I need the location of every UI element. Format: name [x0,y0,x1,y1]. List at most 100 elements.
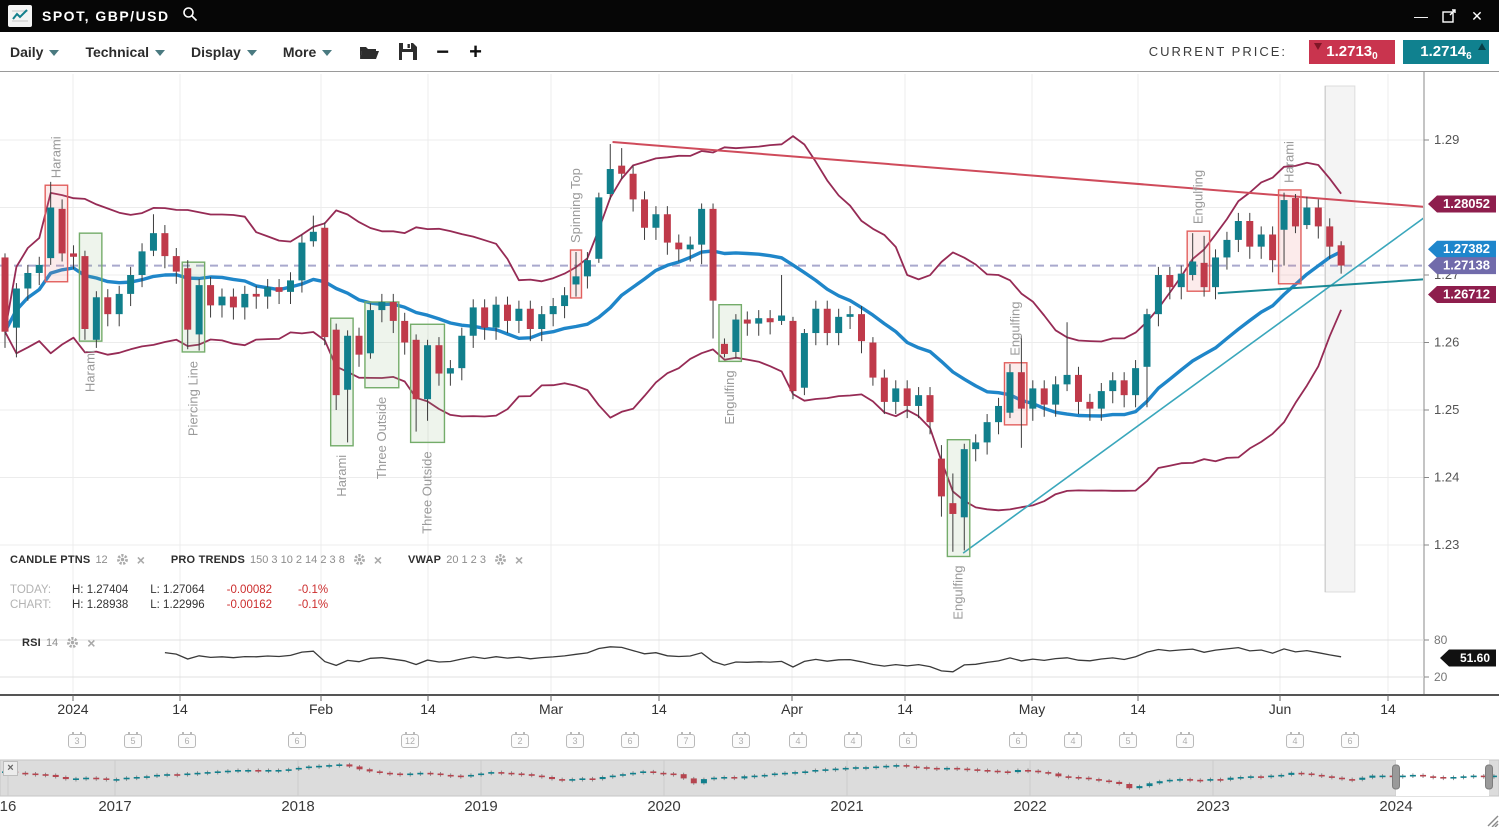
calendar-event-icon[interactable]: 6 [178,732,196,748]
calendar-event-icon[interactable]: 5 [124,732,142,748]
calendar-event-icon[interactable]: 6 [288,732,306,748]
candle-body [1029,388,1037,409]
open-folder-icon[interactable] [358,43,380,61]
candle-body [880,377,888,402]
menu-more[interactable]: More [283,44,333,60]
close-icon[interactable]: ✕ [1471,7,1483,24]
pattern-label: Harami [48,136,63,178]
minimap-year-label: 2018 [281,798,315,815]
candle-body [70,253,78,257]
minimap-bar [1328,776,1335,778]
rsi-label: RSI [22,636,41,649]
calendar-event-icon[interactable]: 3 [732,732,750,748]
save-icon[interactable] [398,42,418,61]
calendar-event-icon[interactable]: 6 [1009,732,1027,748]
resize-grip[interactable] [1491,820,1499,827]
minimap-bar [427,772,434,775]
stats-today-row: TODAY: H: 1.27404 L: 1.27064 -0.00082 -0… [10,582,354,597]
arrow-down-icon [1314,42,1322,50]
menu-technical[interactable]: Technical [85,44,166,60]
gear-icon[interactable] [353,553,366,566]
calendar-event-icon[interactable]: 6 [899,732,917,748]
minimap-bar [1359,777,1366,780]
calendar-event-icon[interactable]: 4 [1286,732,1304,748]
calendar-event-icon[interactable]: 2 [511,732,529,748]
minimap-bar [488,772,495,774]
legend-candle-patterns-name: CANDLE PTNS [10,553,91,566]
resize-grip[interactable] [1487,815,1499,827]
minimap-bar [538,775,545,778]
close-icon[interactable]: × [87,634,96,651]
calendar-event-icon[interactable]: 3 [566,732,584,748]
pattern-label: Three Outside [374,397,389,479]
menu-daily[interactable]: Daily [10,44,60,60]
zoom-in-button[interactable]: + [469,38,482,64]
minimap-bar [1116,781,1123,784]
candle-body [720,343,728,354]
stats-today-change: -0.00082 [226,583,273,596]
price-marker-badge [1428,240,1496,258]
minimize-button[interactable]: — [1414,8,1428,24]
trendline-support-steep[interactable] [962,215,1428,554]
minimap-bar [204,772,211,774]
gear-icon[interactable] [66,636,79,649]
candle-body [195,285,203,335]
candle-body [435,345,443,374]
date-tick-label: 14 [1380,701,1396,717]
minimap-bar [113,779,120,781]
close-icon[interactable]: × [136,551,145,568]
calendar-event-icon[interactable]: 6 [1341,732,1359,748]
close-icon[interactable]: × [373,551,382,568]
menu-display[interactable]: Display [191,44,257,60]
trendline-support-flat[interactable] [1217,278,1428,295]
calendar-event-icon[interactable]: 4 [844,732,862,748]
candle-body [1337,245,1345,266]
candle-body [709,208,717,301]
candle-body [344,335,352,390]
calendar-event-icon[interactable]: 3 [68,732,86,748]
search-icon[interactable] [182,6,198,27]
vwap-line [3,249,1342,418]
stats-chart-high: H: 1.28938 [72,598,129,611]
calendar-event-icon[interactable]: 4 [1176,732,1194,748]
popout-button[interactable] [1435,4,1463,28]
minimap-bar [316,765,323,768]
minimap-bar [62,777,69,780]
candle-body [389,302,397,321]
calendar-event-icon[interactable]: 5 [1119,732,1137,748]
zoom-out-button[interactable]: − [436,38,450,64]
candle-body [606,169,614,194]
minimap-bar [1409,774,1416,777]
calendar-event-icon[interactable]: 12 [401,732,419,748]
calendar-event-icon[interactable]: 4 [1064,732,1082,748]
minimap-close-button[interactable]: × [3,761,18,776]
calendar-event-icon[interactable]: 7 [677,732,695,748]
price-tick-label: 1.26 [1434,335,1459,350]
minimap-bar [650,771,657,773]
minimap-background[interactable] [0,759,1499,797]
minimap-drag-handle[interactable] [1485,764,1493,790]
calendar-event-icon[interactable]: 4 [789,732,807,748]
candle-body [127,275,135,294]
legend-candle-patterns: CANDLE PTNS 12 × [10,551,145,568]
calendar-event-icon[interactable]: 6 [621,732,639,748]
trendline-resistance[interactable] [612,141,1425,208]
date-tick-label: 14 [897,701,913,717]
gear-icon[interactable] [494,553,507,566]
minimap-bar [356,766,363,770]
candle-body [515,308,523,321]
minimap-bar [83,777,90,780]
minimap-bar [1227,777,1234,780]
minimap-bar [1126,784,1133,789]
date-tick-label: 2024 [57,701,89,717]
minimap-bar [802,771,809,773]
gear-icon[interactable] [116,553,129,566]
candle-body [800,333,808,388]
candle-body [207,285,215,306]
pattern-label: Harami [83,350,98,392]
date-tick-label: 14 [651,701,667,717]
candle-body [378,302,386,311]
minimap-drag-handle[interactable] [1392,764,1400,790]
close-icon[interactable]: × [514,551,524,568]
